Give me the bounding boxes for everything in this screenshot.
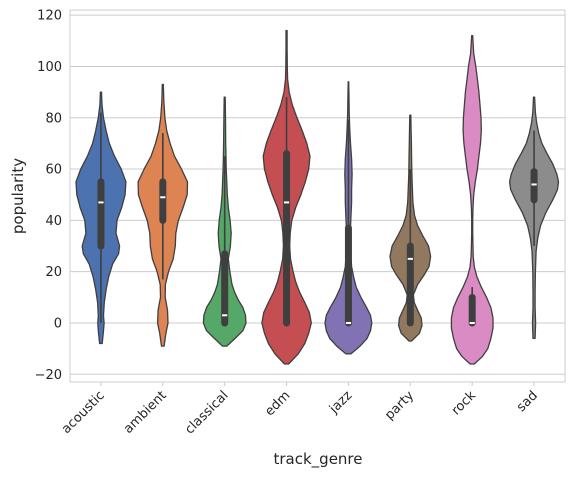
y-tick-label: 0 [54,316,62,331]
x-tick-label: acoustic [59,388,108,437]
violin-sad [508,96,560,340]
y-tick-labels: −20 0 20 40 60 80 100 120 [35,9,62,383]
x-tick-label: ambient [121,388,170,437]
violin-rock [450,35,494,365]
y-tick-label: 60 [45,163,62,178]
y-tick-label: 120 [37,9,62,24]
y-tick-label: 40 [45,214,62,229]
violin-edm [261,29,312,365]
violin-acoustic [75,91,127,345]
y-tick-label: −20 [35,368,62,383]
x-tick-label: rock [449,388,480,419]
x-tick-label: edm [262,388,293,419]
y-tick-label: 20 [45,265,62,280]
x-tick-label: jazz [326,388,355,417]
violin-classical [202,96,247,347]
y-axis-label: popularity [9,158,27,234]
y-tick-label: 100 [37,60,62,75]
x-tick-label: sad [514,388,541,415]
x-tick-label: party [382,388,417,423]
violin-body [450,35,494,365]
x-axis-label: track_genre [274,450,363,469]
x-tick-labels: acoustic ambient classical edm jazz party rock… [59,382,541,437]
violin-jazz [324,81,373,355]
violin-party [389,114,432,342]
violin-ambient [137,83,189,347]
x-tick-label: classical [182,388,231,437]
violins [75,29,560,365]
y-tick-label: 80 [45,111,62,126]
